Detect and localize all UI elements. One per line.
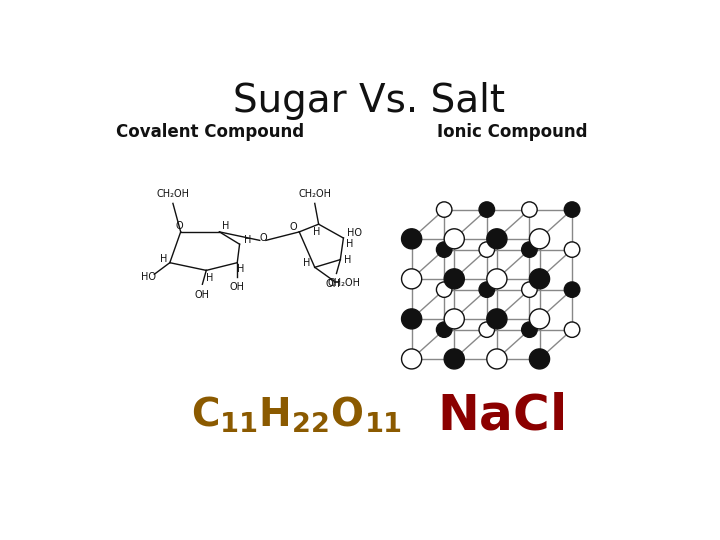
Circle shape (487, 349, 507, 369)
Text: H: H (238, 264, 245, 274)
Circle shape (444, 309, 464, 329)
Circle shape (529, 229, 549, 249)
Text: H: H (160, 254, 167, 264)
Text: HO: HO (347, 228, 361, 239)
Circle shape (487, 229, 507, 249)
Circle shape (444, 229, 464, 249)
Circle shape (522, 322, 537, 338)
Text: $\mathbf{NaCl}$: $\mathbf{NaCl}$ (437, 391, 564, 439)
Circle shape (479, 322, 495, 338)
Text: H: H (243, 235, 251, 245)
Circle shape (522, 282, 537, 298)
Text: Covalent Compound: Covalent Compound (116, 123, 304, 140)
Text: OH: OH (325, 279, 340, 289)
Text: CH₂OH: CH₂OH (328, 278, 361, 288)
Circle shape (479, 242, 495, 257)
Circle shape (564, 242, 580, 257)
Text: H: H (313, 227, 321, 237)
Circle shape (444, 349, 464, 369)
Circle shape (402, 309, 422, 329)
Circle shape (564, 202, 580, 217)
Circle shape (402, 349, 422, 369)
Circle shape (436, 322, 452, 338)
Circle shape (564, 322, 580, 338)
Text: Ionic Compound: Ionic Compound (437, 123, 588, 140)
Text: CH₂OH: CH₂OH (156, 189, 189, 199)
Circle shape (436, 282, 452, 298)
Circle shape (487, 269, 507, 289)
Text: H: H (207, 273, 214, 283)
Text: H: H (303, 259, 311, 268)
Text: OH: OH (195, 289, 210, 300)
Text: H: H (344, 255, 352, 265)
Circle shape (522, 202, 537, 217)
Text: OH: OH (230, 282, 245, 292)
Text: H: H (346, 239, 354, 249)
Circle shape (436, 202, 452, 217)
Circle shape (487, 309, 507, 329)
Text: O: O (175, 221, 183, 231)
Text: O: O (289, 222, 297, 232)
Circle shape (522, 242, 537, 257)
Circle shape (529, 269, 549, 289)
Circle shape (444, 269, 464, 289)
Text: CH₂OH: CH₂OH (298, 189, 331, 199)
Circle shape (529, 309, 549, 329)
Text: HO: HO (140, 272, 156, 281)
Circle shape (436, 242, 452, 257)
Text: Sugar Vs. Salt: Sugar Vs. Salt (233, 82, 505, 120)
Circle shape (529, 349, 549, 369)
Text: H: H (222, 221, 229, 231)
Circle shape (479, 282, 495, 298)
Circle shape (402, 269, 422, 289)
Circle shape (479, 202, 495, 217)
Circle shape (564, 282, 580, 298)
Text: $\mathbf{C_{11}H_{22}O_{11}}$: $\mathbf{C_{11}H_{22}O_{11}}$ (191, 395, 402, 435)
Circle shape (402, 229, 422, 249)
Text: O: O (259, 233, 266, 243)
